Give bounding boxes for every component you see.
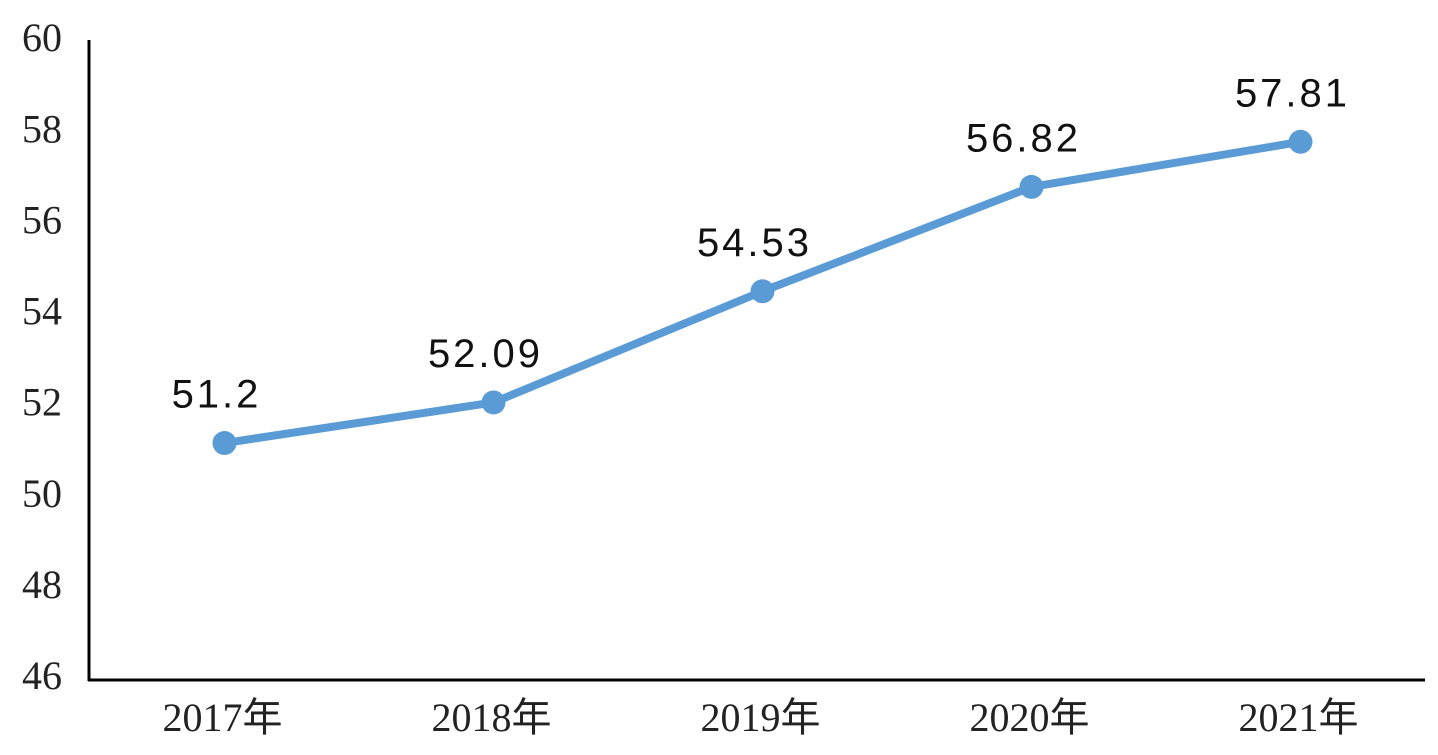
y-tick-label: 52: [22, 380, 62, 425]
y-tick-label: 58: [22, 106, 62, 151]
point: [1019, 174, 1044, 199]
x-tick-label: 2018年: [432, 695, 552, 740]
data-label: 56.82: [966, 116, 1081, 160]
x-tick-label: 2021年: [1239, 695, 1359, 740]
point: [212, 431, 237, 456]
x-tick-label: 2020年: [970, 695, 1090, 740]
y-tick-label: 48: [22, 562, 62, 607]
data-label: 57.81: [1235, 71, 1350, 115]
data-label: 51.2: [172, 373, 262, 417]
data-label: 52.09: [428, 332, 543, 376]
data-label: 54.53: [697, 221, 812, 265]
y-tick-label: 54: [22, 289, 62, 334]
y-tick-label: 50: [22, 471, 62, 516]
point: [1288, 129, 1313, 154]
x-tick-label: 2019年: [701, 695, 821, 740]
y-tick-label: 56: [22, 197, 62, 242]
y-tick-label: 60: [22, 15, 62, 60]
y-tick-label: 46: [22, 653, 62, 698]
x-tick-label: 2017年: [163, 695, 283, 740]
point: [481, 390, 506, 415]
point: [750, 279, 775, 304]
